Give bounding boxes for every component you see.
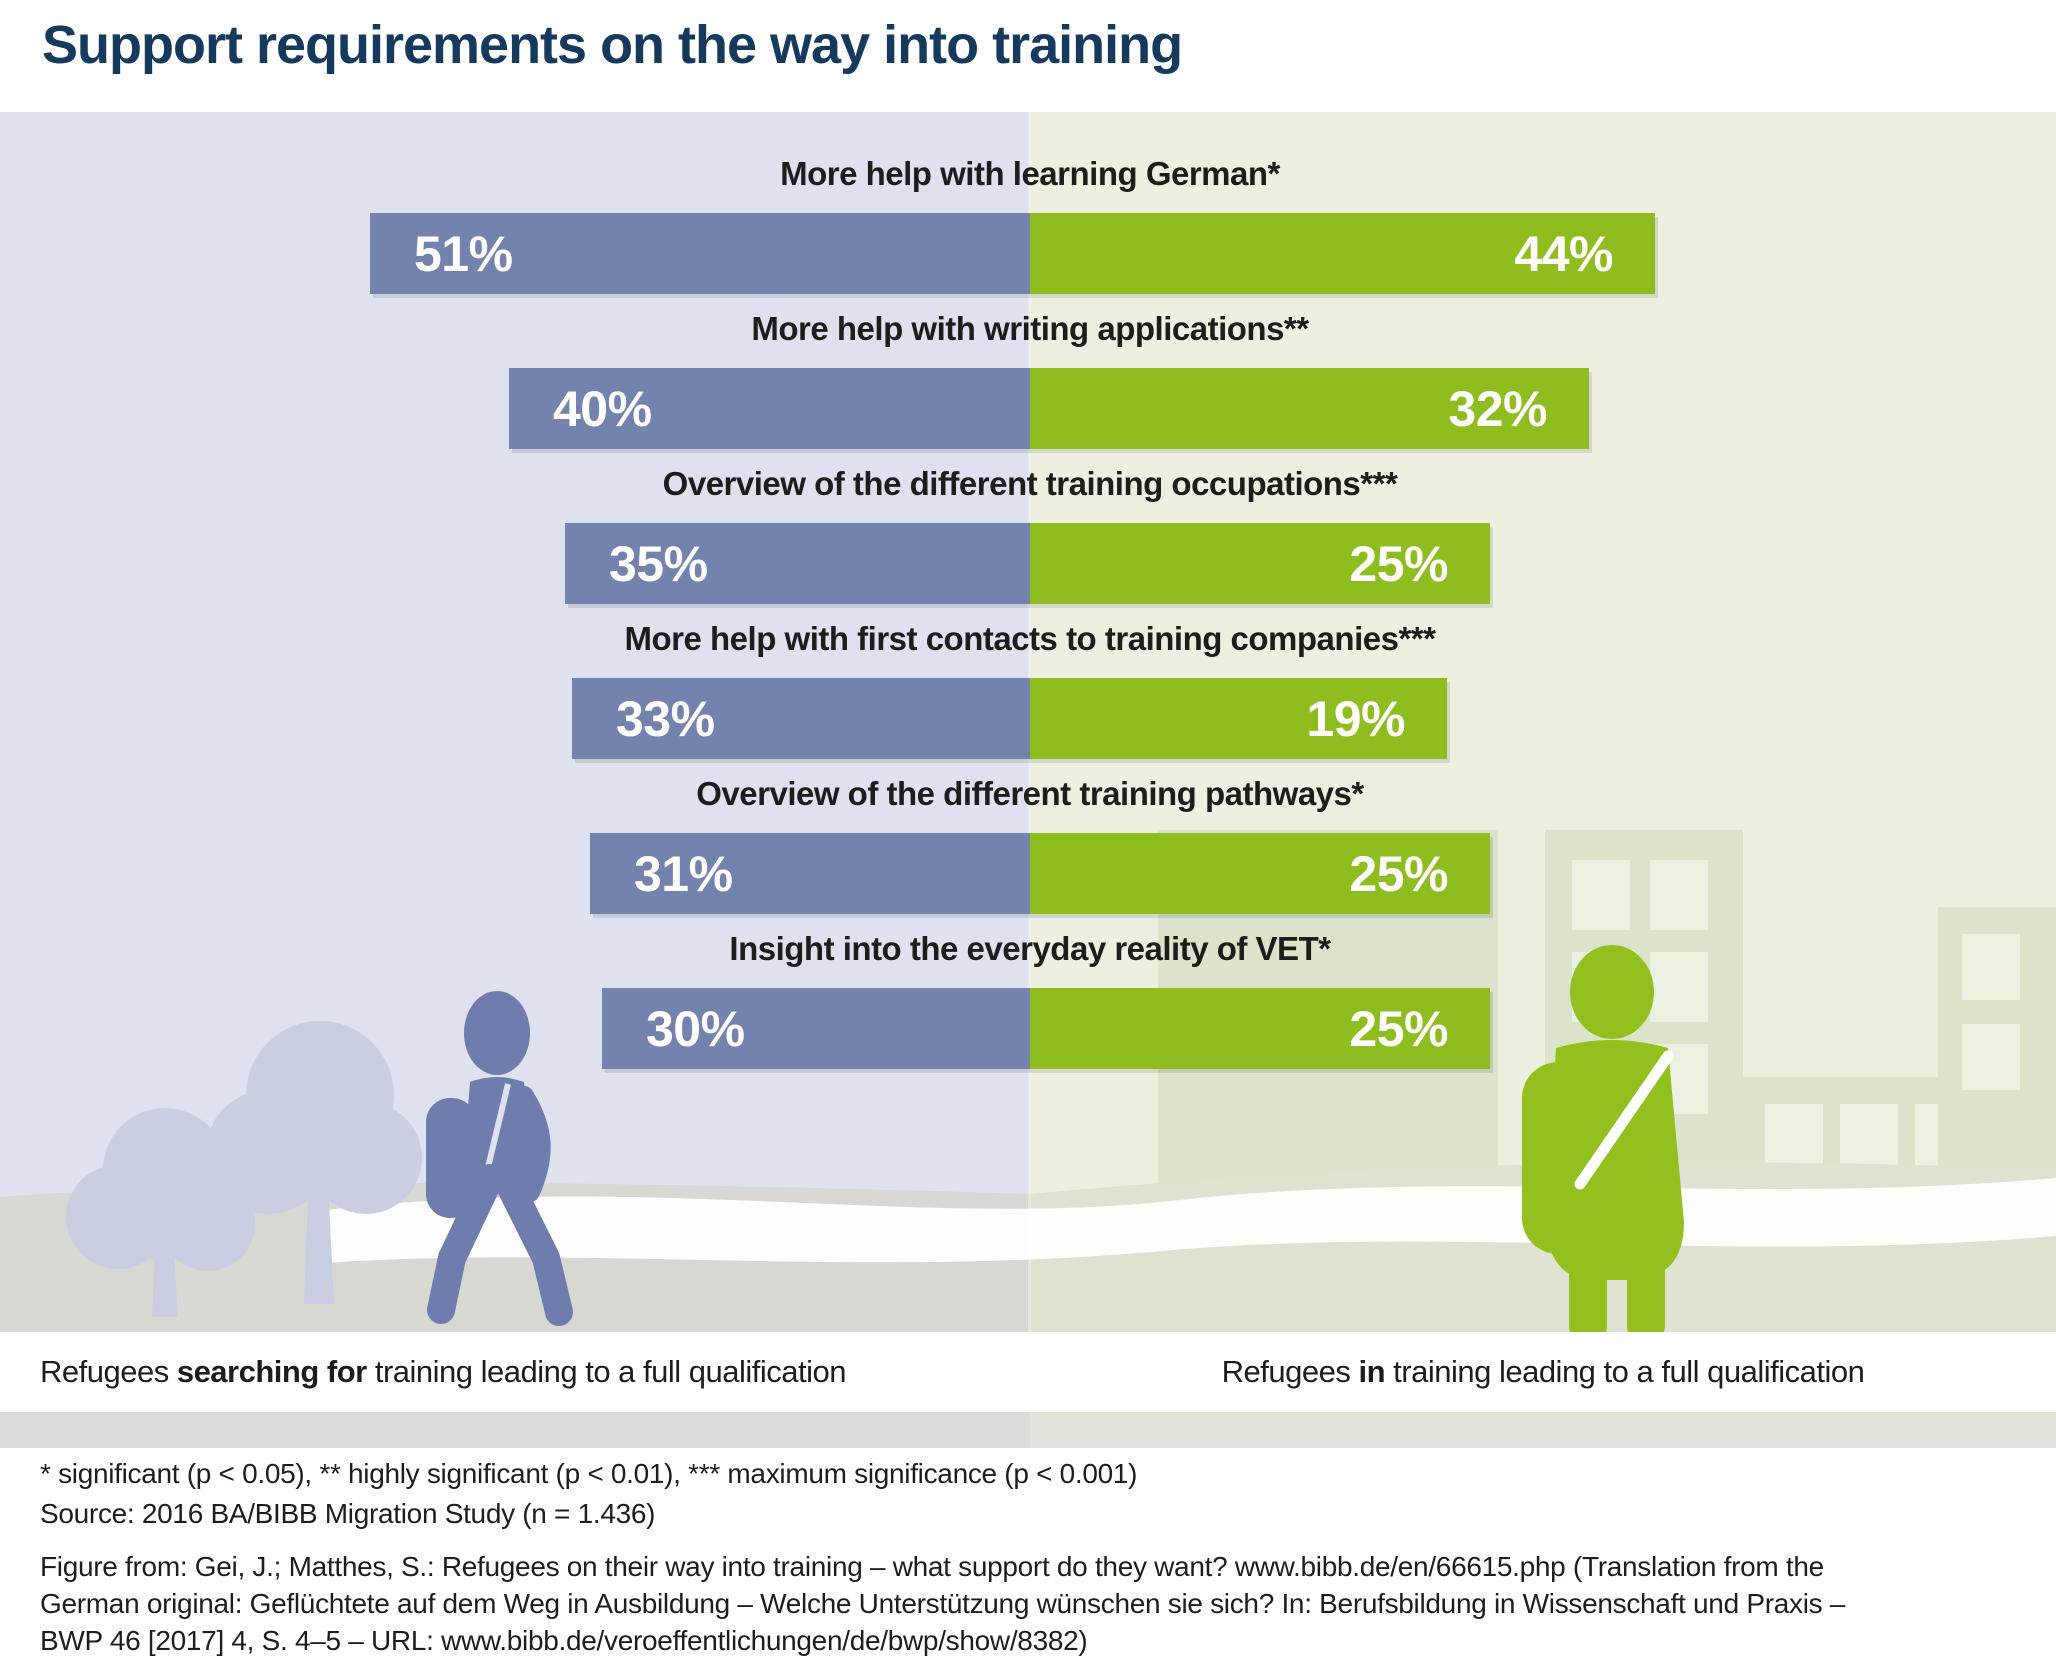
figure-citation-line: German original: Geflüchtete auf dem Weg… [40,1588,1846,1619]
source-footnote: Source: 2016 BA/BIBB Migration Study (n … [40,1498,656,1529]
significance-footnote: * significant (p < 0.05), ** highly sign… [40,1458,1138,1489]
figure-citation-line: Figure from: Gei, J.; Matthes, S.: Refug… [40,1551,1824,1582]
figure-citation: Figure from: Gei, J.; Matthes, S.: Refug… [40,1548,1845,1659]
legend-left-bold: searching for [176,1354,367,1389]
legend-left: Refugees searching for training leading … [40,1332,1030,1412]
scene-background [0,112,2056,1332]
legend-right-suffix: training leading to a full qualification [1385,1354,1865,1389]
center-divider [1028,112,1031,1332]
legend-left-suffix: training leading to a full qualification [366,1354,847,1389]
walking-refugee-illustration [426,991,573,1326]
divider-band-left [0,1412,1030,1448]
tree-illustration [206,1021,422,1304]
figure-citation-line: BWP 46 [2017] 4, S. 4–5 – URL: www.bibb.… [40,1625,1088,1656]
legend-right: Refugees in training leading to a full q… [1030,1332,2056,1412]
refugee-with-backpack-illustration [1522,945,1684,1332]
divider-band-right [1030,1412,2056,1448]
page-title: Support requirements on the way into tra… [42,15,1183,75]
legend-right-prefix: Refugees [1221,1354,1359,1389]
legend-left-prefix: Refugees [40,1354,177,1389]
tree-illustration [66,1108,255,1317]
scenery-illustration [0,830,2056,1332]
legend-right-bold: in [1358,1354,1386,1389]
